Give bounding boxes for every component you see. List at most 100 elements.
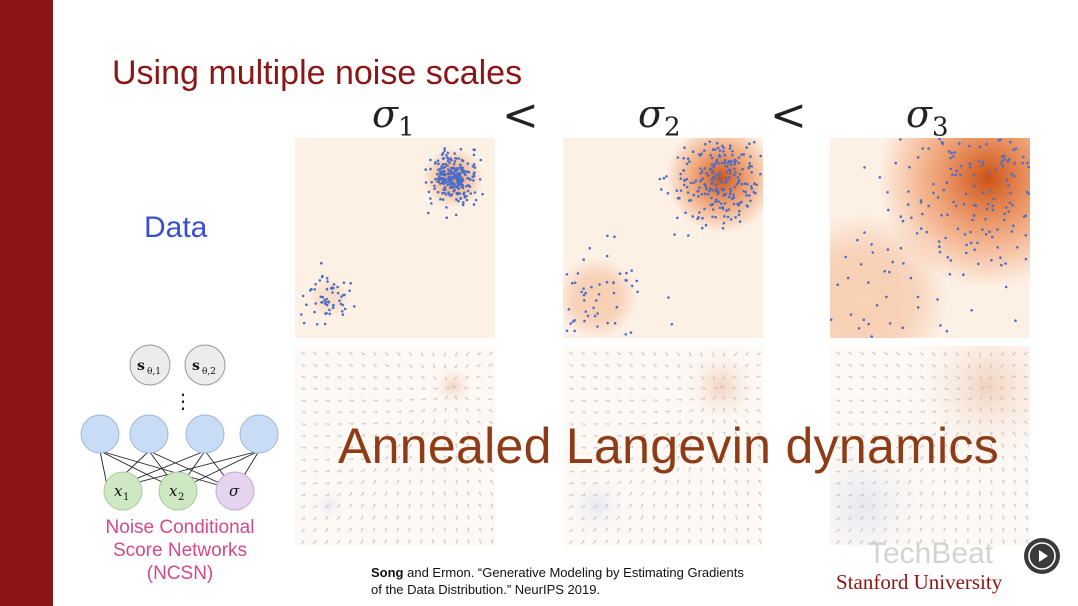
score-arrow (372, 456, 377, 461)
score-arrow-head (631, 411, 634, 414)
sample-point (711, 189, 715, 192)
score-arrow (490, 515, 494, 521)
score-arrow (384, 539, 387, 545)
score-arrow-head (700, 366, 704, 369)
score-arrow-head (933, 479, 935, 483)
score-arrow (978, 527, 981, 533)
sample-point (737, 179, 741, 182)
score-arrow (336, 434, 342, 437)
sample-point (452, 162, 456, 166)
field-blob (830, 430, 940, 546)
score-arrow-head (978, 479, 982, 482)
score-arrow-head (445, 407, 448, 410)
sample-point (318, 279, 322, 282)
score-arrow-head (375, 411, 378, 414)
score-arrow (758, 539, 762, 545)
sample-point (630, 284, 634, 288)
score-arrow-head (734, 420, 737, 422)
score-arrow (723, 503, 726, 509)
score-arrow-head (722, 377, 724, 381)
sample-point (341, 303, 345, 307)
svg-text:s: s (192, 358, 200, 374)
sample-point (990, 259, 993, 262)
score-arrow (883, 457, 889, 461)
score-arrow (1001, 455, 1005, 461)
score-arrow-head (618, 377, 622, 379)
sample-point (729, 172, 732, 176)
sample-point (740, 153, 743, 157)
sample-point (733, 160, 737, 163)
score-arrow-head (838, 482, 841, 485)
score-arrow (628, 515, 631, 521)
score-arrow-head (433, 431, 436, 435)
sample-point (750, 165, 754, 168)
sample-point (1007, 184, 1010, 187)
score-arrow-head (1002, 503, 1005, 506)
score-arrow (859, 375, 865, 378)
sample-point (962, 202, 966, 206)
sample-point (1007, 210, 1010, 213)
score-arrow (454, 375, 458, 381)
score-arrow (348, 515, 352, 521)
score-arrow (336, 399, 342, 401)
sample-point (712, 148, 715, 151)
sample-point (714, 200, 717, 204)
score-arrow (883, 363, 889, 367)
svg-text:σ: σ (229, 482, 240, 500)
score-arrow-head (594, 377, 598, 379)
score-arrow-head (595, 446, 598, 450)
score-arrow (580, 399, 586, 401)
score-arrow-head (607, 435, 610, 438)
score-arrow (580, 516, 585, 521)
sample-point (849, 313, 853, 316)
sample-point (679, 177, 683, 180)
score-arrow-head (978, 503, 982, 506)
score-arrow-head (654, 388, 658, 391)
score-arrow (676, 351, 681, 356)
score-arrow (432, 539, 434, 545)
sample-point (715, 187, 718, 190)
sample-point (963, 233, 967, 236)
score-arrow-head (1025, 527, 1029, 530)
sample-points (830, 138, 1030, 338)
sample-point (466, 189, 470, 193)
score-arrow (616, 446, 622, 449)
score-arrow (616, 527, 620, 533)
score-arrow (664, 479, 667, 485)
score-arrow-head (744, 375, 747, 378)
score-arrow-head (607, 423, 610, 426)
sample-point (733, 173, 736, 177)
score-arrow (628, 491, 632, 497)
score-arrow (604, 469, 610, 473)
play-button[interactable] (1024, 538, 1060, 574)
sample-point (635, 279, 638, 283)
score-arrow (1000, 363, 1005, 368)
sample-point (959, 173, 962, 177)
sample-point (916, 295, 920, 299)
score-arrow-head (745, 364, 747, 367)
score-arrow-head (327, 493, 330, 497)
score-arrow-head (490, 515, 494, 518)
score-arrow (871, 446, 877, 449)
score-arrow-head (691, 388, 694, 391)
score-arrow-head (455, 443, 458, 446)
score-arrow-head (643, 411, 646, 414)
score-arrow (688, 467, 690, 473)
score-arrow-head (488, 409, 492, 411)
score-arrow (835, 458, 841, 461)
score-arrow (664, 455, 668, 461)
score-arrow-head (303, 400, 306, 403)
score-arrow-head (375, 399, 378, 403)
score-arrow-head (990, 515, 994, 518)
score-arrow-head (934, 421, 937, 425)
sample-point (615, 305, 619, 309)
sample-point (741, 168, 744, 171)
score-arrow (745, 444, 750, 449)
score-arrow-head (677, 503, 680, 506)
score-arrow (396, 432, 401, 437)
score-arrow (324, 446, 330, 449)
score-arrow-head (570, 353, 574, 355)
score-arrow-head (631, 457, 634, 461)
score-arrow-head (861, 365, 865, 367)
sample-point (1024, 234, 1028, 237)
